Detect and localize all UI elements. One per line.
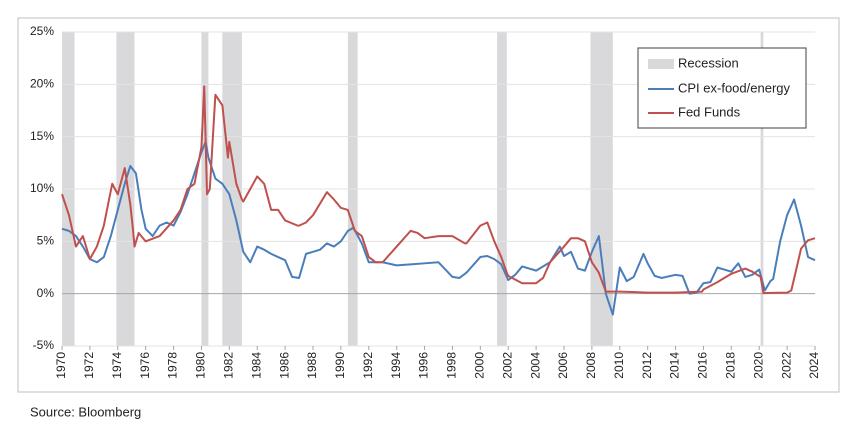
x-tick-label: 2020 [751, 352, 765, 379]
x-tick-label: 2024 [807, 352, 821, 379]
y-tick-label: 25% [30, 24, 54, 38]
y-tick-label: 15% [30, 129, 54, 143]
legend-label: CPI ex-food/energy [678, 80, 791, 95]
x-tick-label: 2004 [528, 352, 542, 379]
x-tick-label: 1992 [361, 352, 375, 379]
x-tick-label: 2002 [500, 352, 514, 379]
x-tick-label: 1986 [277, 352, 291, 379]
x-tick-label: 1972 [82, 352, 96, 379]
x-tick-label: 1998 [445, 352, 459, 379]
y-tick-label: 5% [37, 234, 55, 248]
x-tick-label: 2008 [584, 352, 598, 379]
y-tick-label: 20% [30, 77, 54, 91]
y-tick-label: 0% [37, 286, 55, 300]
x-tick-label: 1980 [194, 352, 208, 379]
x-tick-label: 2014 [668, 352, 682, 379]
x-tick-label: 1988 [305, 352, 319, 379]
series-line [61, 140, 816, 316]
chart-frame [17, 17, 840, 393]
y-tick-label: 10% [30, 181, 54, 195]
x-tick-label: 2012 [640, 352, 654, 379]
x-tick-label: 1978 [166, 352, 180, 379]
series-line [61, 85, 816, 295]
x-tick-label: 2010 [612, 352, 626, 379]
x-tick-label: 2000 [473, 352, 487, 379]
x-tick-label: 1976 [138, 352, 152, 379]
x-tick-label: 2006 [556, 352, 570, 379]
x-tick-label: 1990 [333, 352, 347, 379]
source-note: Source: Bloomberg [30, 404, 141, 419]
y-tick-label: -5% [33, 338, 55, 352]
x-tick-label: 1982 [222, 352, 236, 379]
x-tick-label: 2018 [724, 352, 738, 379]
legend-label: Recession [678, 55, 739, 70]
x-tick-label: 1996 [417, 352, 431, 379]
x-tick-label: 1970 [54, 352, 68, 379]
legend-swatch [648, 59, 674, 69]
x-tick-label: 1994 [389, 352, 403, 379]
x-tick-label: 1974 [110, 352, 124, 379]
x-tick-label: 2016 [696, 352, 710, 379]
legend-label: Fed Funds [678, 104, 741, 119]
x-tick-label: 2022 [779, 352, 793, 379]
x-tick-label: 1984 [249, 352, 263, 379]
